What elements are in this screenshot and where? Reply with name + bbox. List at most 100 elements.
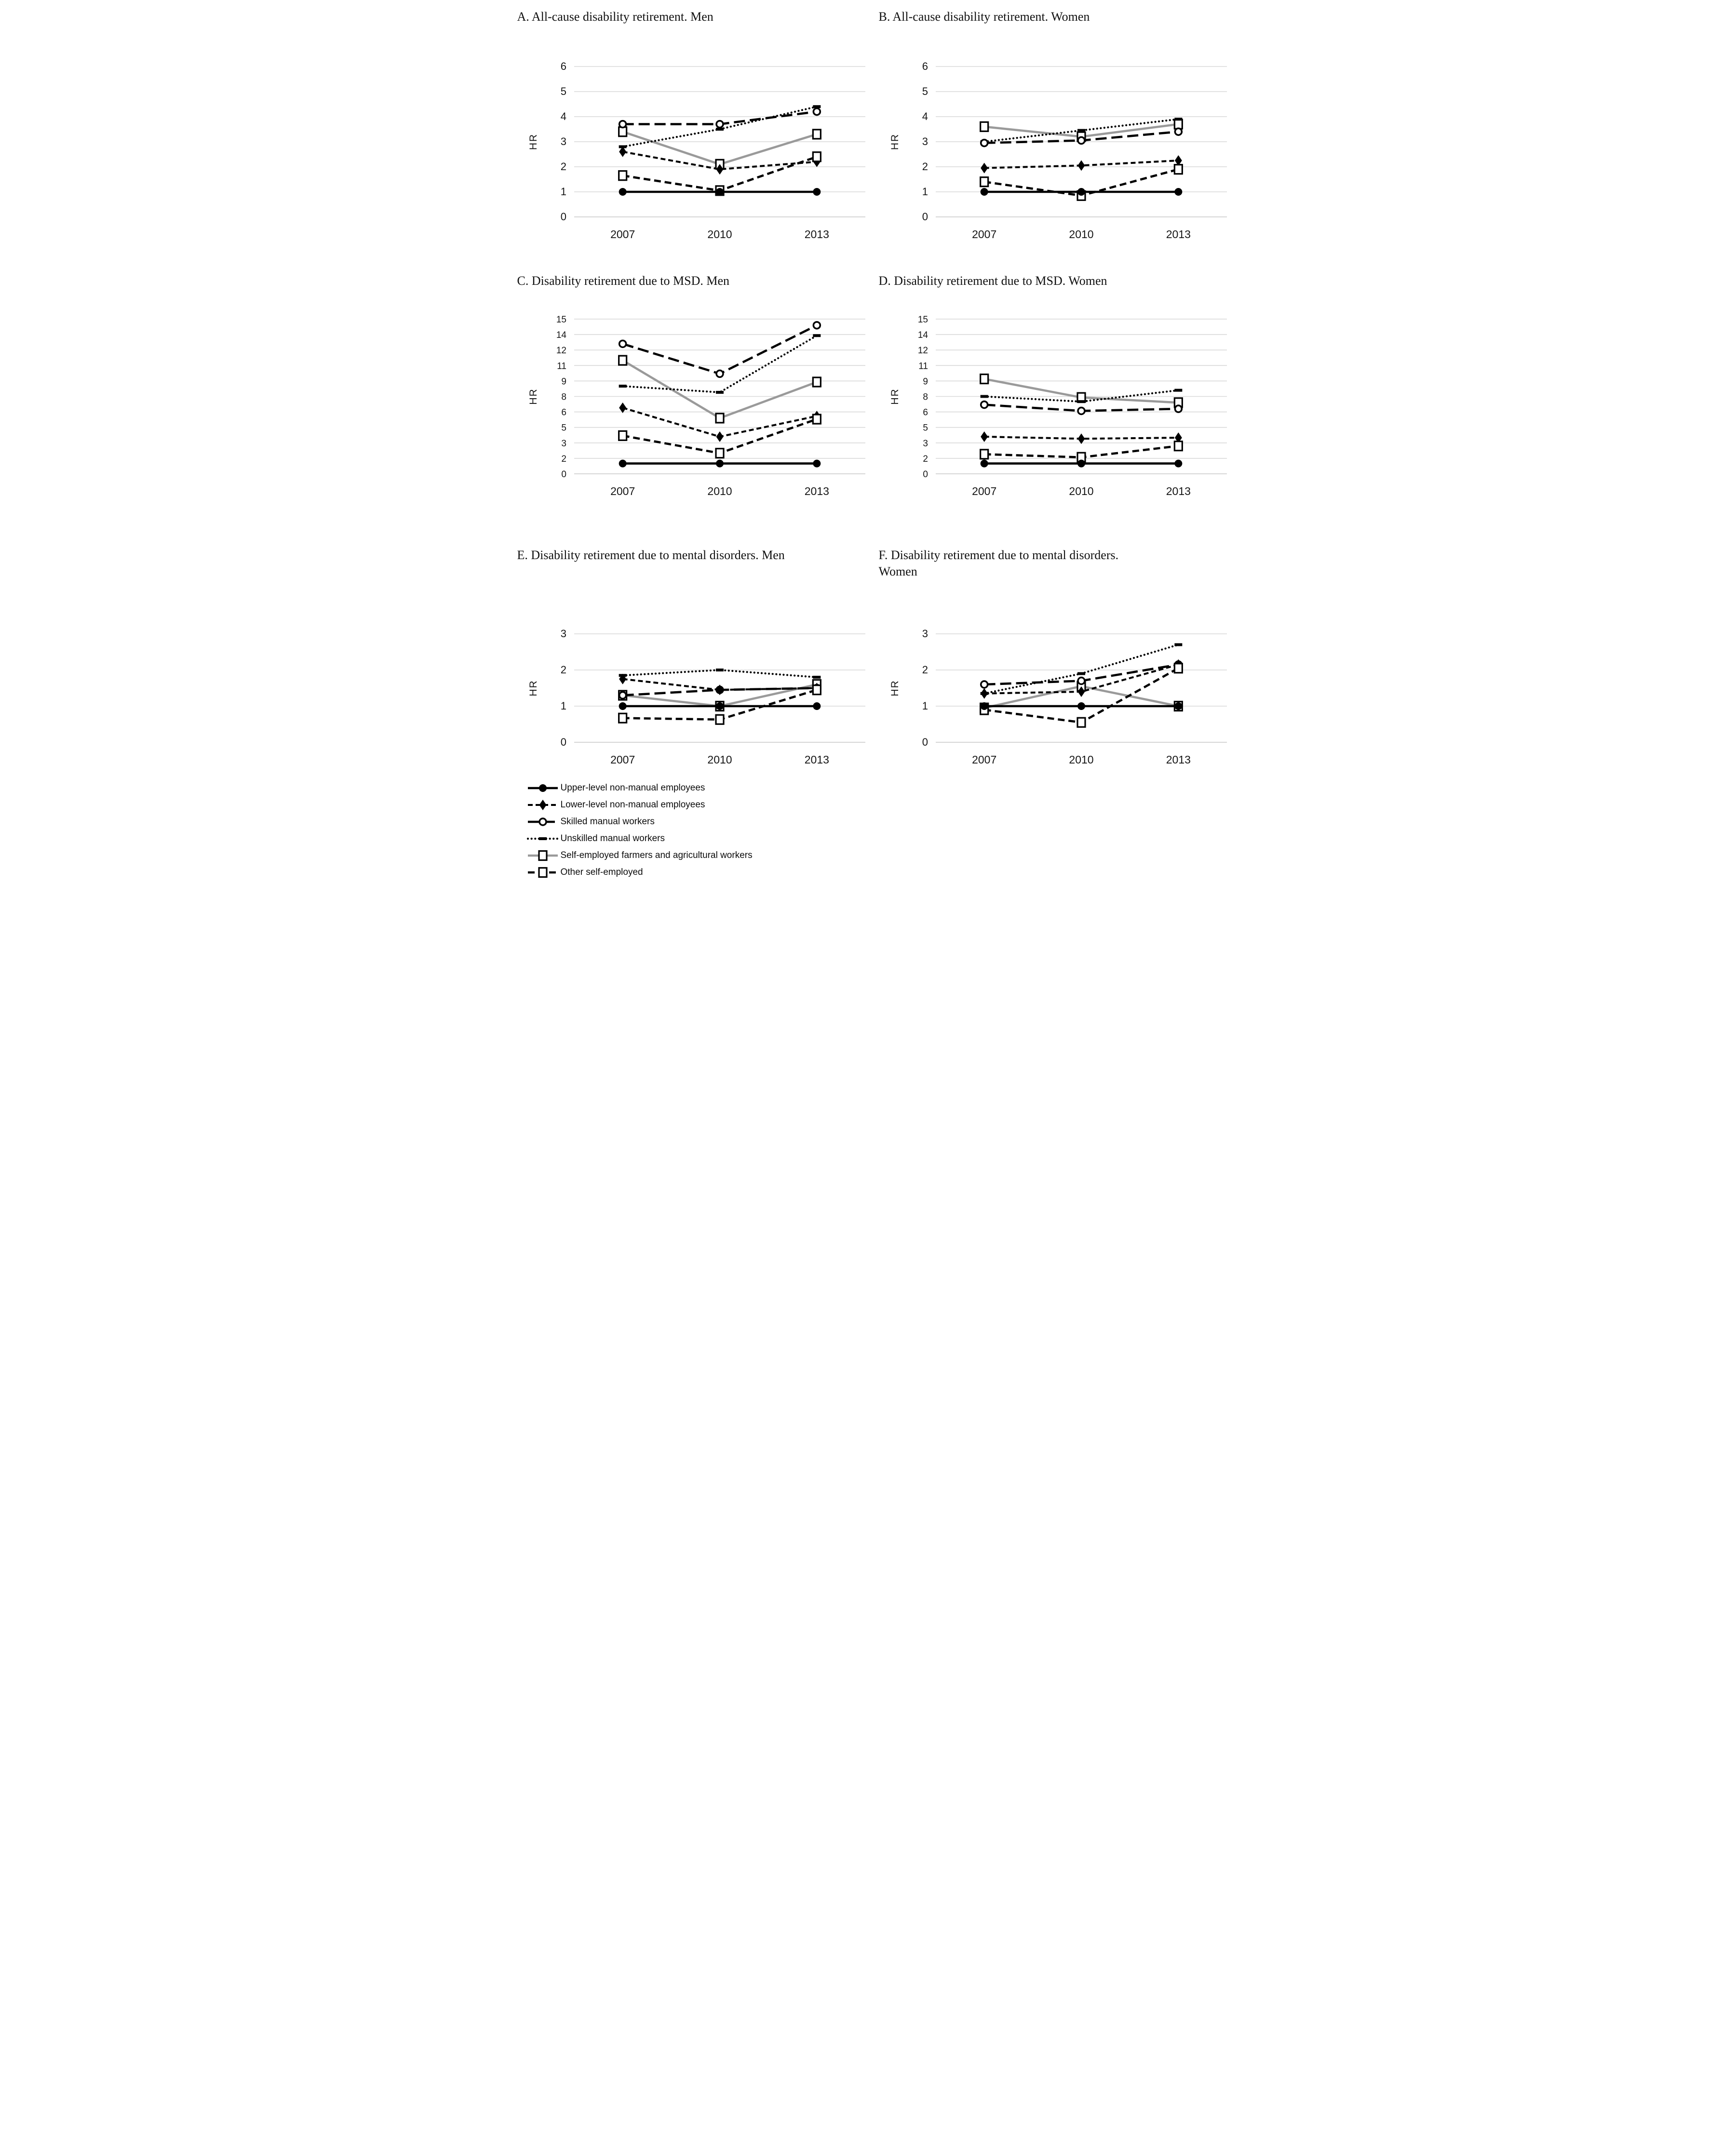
svg-text:15: 15 bbox=[917, 315, 928, 325]
legend-unskilled-line-icon bbox=[526, 837, 559, 840]
svg-text:HR: HR bbox=[528, 388, 539, 404]
legend-label-farmers: Self-employed farmers and agricultural w… bbox=[560, 850, 753, 861]
svg-text:0: 0 bbox=[561, 469, 566, 480]
svg-text:5: 5 bbox=[560, 85, 566, 97]
svg-text:3: 3 bbox=[923, 439, 928, 449]
svg-text:3: 3 bbox=[922, 628, 928, 640]
legend-label-skilled: Skilled manual workers bbox=[560, 817, 655, 827]
svg-text:2: 2 bbox=[560, 161, 566, 173]
legend-item-lower: Lower-level non-manual employees bbox=[527, 798, 1233, 812]
svg-text:2: 2 bbox=[561, 454, 566, 464]
svg-text:2010: 2010 bbox=[707, 753, 732, 766]
chart-title-b: B. All-cause disability retirement. Wome… bbox=[878, 10, 1090, 24]
legend-farmers-line-icon bbox=[527, 850, 558, 861]
svg-text:2013: 2013 bbox=[1166, 228, 1190, 241]
chart-a-svg: 0 1 2 3 4 5 6 2007 2010 2013 HR bbox=[528, 60, 865, 241]
svg-text:2007: 2007 bbox=[972, 753, 996, 766]
svg-text:5: 5 bbox=[561, 423, 566, 433]
legend-label-unskilled: Unskilled manual workers bbox=[560, 833, 665, 844]
chart-c: 0 2 3 5 6 8 9 11 12 14 15 2007 2010 2013 HR bbox=[517, 312, 868, 503]
chart-c-svg: 0 2 3 5 6 8 9 11 12 14 15 2007 2010 2013 HR bbox=[528, 315, 865, 497]
legend-label-lower: Lower-level non-manual employees bbox=[560, 800, 705, 810]
svg-text:9: 9 bbox=[561, 376, 566, 387]
svg-text:15: 15 bbox=[556, 315, 566, 325]
svg-text:6: 6 bbox=[561, 408, 566, 418]
svg-text:2: 2 bbox=[922, 664, 928, 676]
legend-item-skilled: Skilled manual workers bbox=[527, 815, 1233, 829]
chart-b-svg: 0 1 2 3 4 5 6 2007 2010 2013 HR bbox=[889, 60, 1227, 241]
chart-b: 0 1 2 3 4 5 6 2007 2010 2013 HR bbox=[879, 60, 1230, 246]
svg-text:2013: 2013 bbox=[804, 753, 829, 766]
row-mental: E. Disability retirement due to mental d… bbox=[510, 547, 1233, 778]
svg-text:0: 0 bbox=[560, 211, 566, 223]
svg-text:2: 2 bbox=[560, 664, 566, 676]
svg-text:9: 9 bbox=[923, 376, 928, 387]
legend-label-other: Other self-employed bbox=[560, 867, 643, 878]
row-all-cause: A. All-cause disability retirement. Men … bbox=[510, 9, 1233, 273]
svg-text:3: 3 bbox=[922, 135, 928, 147]
svg-text:14: 14 bbox=[556, 330, 566, 340]
chart-a: 0 1 2 3 4 5 6 2007 2010 2013 HR bbox=[517, 60, 868, 246]
svg-text:12: 12 bbox=[556, 346, 566, 356]
svg-text:4: 4 bbox=[560, 110, 566, 122]
chart-panel-d: D. Disability retirement due to MSD. Wom… bbox=[871, 273, 1233, 503]
legend-label-upper: Upper-level non-manual employees bbox=[560, 783, 705, 793]
svg-text:2007: 2007 bbox=[610, 753, 635, 766]
svg-text:1: 1 bbox=[560, 186, 566, 198]
svg-text:2013: 2013 bbox=[804, 485, 829, 497]
chart-f: 0 1 2 3 2007 2010 2013 HR bbox=[879, 627, 1230, 771]
svg-text:2: 2 bbox=[922, 161, 928, 173]
chart-title-d: D. Disability retirement due to MSD. Wom… bbox=[878, 274, 1107, 288]
chart-panel-a: A. All-cause disability retirement. Men … bbox=[510, 9, 871, 246]
legend: Upper-level non-manual employees Lower-le… bbox=[526, 781, 1233, 879]
svg-text:8: 8 bbox=[923, 392, 928, 402]
svg-text:14: 14 bbox=[917, 330, 928, 340]
svg-text:HR: HR bbox=[528, 680, 539, 696]
svg-text:3: 3 bbox=[561, 439, 566, 449]
chart-e: 0 1 2 3 2007 2010 2013 HR bbox=[517, 627, 868, 771]
legend-item-unskilled: Unskilled manual workers bbox=[526, 832, 1233, 845]
legend-other-line-icon bbox=[527, 867, 558, 878]
chart-title-a: A. All-cause disability retirement. Men bbox=[517, 10, 713, 24]
row-msd: C. Disability retirement due to MSD. Men… bbox=[510, 273, 1233, 547]
svg-text:5: 5 bbox=[923, 423, 928, 433]
svg-text:2007: 2007 bbox=[972, 228, 996, 241]
svg-text:2013: 2013 bbox=[1166, 485, 1190, 497]
svg-text:1: 1 bbox=[922, 186, 928, 198]
legend-upper-line-icon bbox=[527, 784, 558, 792]
chart-f-svg: 0 1 2 3 2007 2010 2013 HR bbox=[889, 628, 1227, 766]
chart-d: 0 2 3 5 6 8 9 11 12 14 15 2007 2010 2013 HR bbox=[879, 312, 1230, 503]
chart-panel-b: B. All-cause disability retirement. Wome… bbox=[871, 9, 1233, 246]
chart-panel-c: C. Disability retirement due to MSD. Men… bbox=[510, 273, 871, 503]
svg-text:2007: 2007 bbox=[972, 485, 996, 497]
svg-text:2010: 2010 bbox=[707, 228, 732, 241]
svg-text:2010: 2010 bbox=[1069, 485, 1093, 497]
chart-e-svg: 0 1 2 3 2007 2010 2013 HR bbox=[528, 628, 865, 766]
chart-d-svg: 0 2 3 5 6 8 9 11 12 14 15 2007 2010 2013 HR bbox=[889, 315, 1227, 497]
legend-item-other: Other self-employed bbox=[527, 866, 1233, 879]
svg-text:6: 6 bbox=[922, 60, 928, 72]
svg-text:2007: 2007 bbox=[610, 485, 635, 497]
svg-text:0: 0 bbox=[922, 211, 928, 223]
svg-text:8: 8 bbox=[561, 392, 566, 402]
legend-lower-line-icon bbox=[527, 800, 558, 810]
svg-text:HR: HR bbox=[528, 134, 539, 150]
svg-text:11: 11 bbox=[557, 361, 566, 371]
svg-text:1: 1 bbox=[560, 700, 566, 712]
svg-text:2007: 2007 bbox=[610, 228, 635, 241]
svg-text:11: 11 bbox=[918, 361, 928, 371]
svg-text:0: 0 bbox=[922, 736, 928, 748]
chart-panel-e: E. Disability retirement due to mental d… bbox=[510, 547, 871, 771]
svg-text:2010: 2010 bbox=[1069, 753, 1093, 766]
svg-text:0: 0 bbox=[560, 736, 566, 748]
svg-text:2: 2 bbox=[923, 454, 928, 464]
svg-text:1: 1 bbox=[922, 700, 928, 712]
svg-text:6: 6 bbox=[560, 60, 566, 72]
svg-text:3: 3 bbox=[560, 628, 566, 640]
svg-text:0: 0 bbox=[923, 469, 928, 480]
svg-text:2010: 2010 bbox=[707, 485, 732, 497]
figure-page: A. All-cause disability retirement. Men … bbox=[503, 0, 1233, 897]
svg-text:HR: HR bbox=[889, 680, 901, 696]
chart-title-c: C. Disability retirement due to MSD. Men bbox=[517, 274, 730, 288]
chart-title-f: F. Disability retirement due to mental d… bbox=[878, 548, 1119, 578]
